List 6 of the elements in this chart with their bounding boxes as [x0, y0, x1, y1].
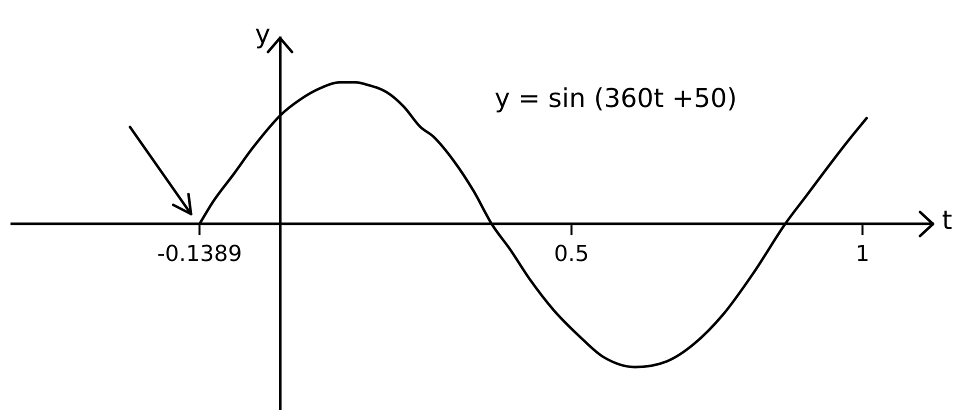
x-axis-title: t — [942, 206, 952, 236]
annotation: y = sin (360t +50) — [494, 84, 738, 114]
x-tick-label: -0.1389 — [157, 242, 242, 267]
x-tick-label: 1 — [856, 242, 870, 267]
y-axis-title: y — [254, 20, 270, 50]
x-tick-label: 0.5 — [554, 242, 589, 267]
